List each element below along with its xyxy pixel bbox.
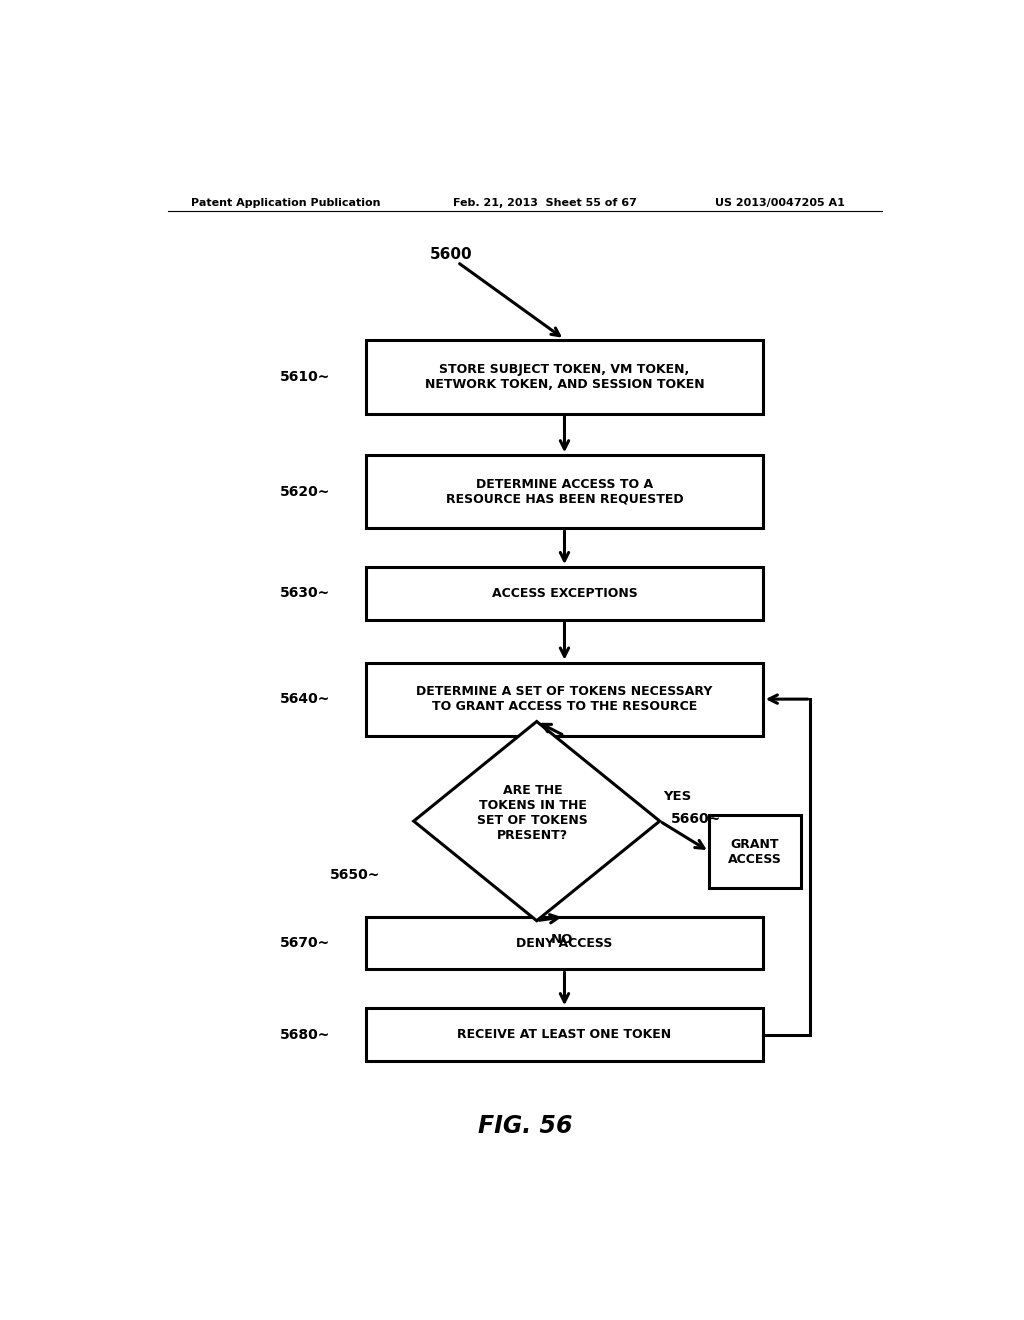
Text: 5640~: 5640~ [280, 692, 331, 706]
Text: DETERMINE A SET OF TOKENS NECESSARY
TO GRANT ACCESS TO THE RESOURCE: DETERMINE A SET OF TOKENS NECESSARY TO G… [417, 685, 713, 713]
Text: GRANT
ACCESS: GRANT ACCESS [728, 838, 782, 866]
Text: FIG. 56: FIG. 56 [477, 1114, 572, 1138]
Text: 5680~: 5680~ [280, 1027, 331, 1041]
Text: 5620~: 5620~ [280, 484, 331, 499]
Text: US 2013/0047205 A1: US 2013/0047205 A1 [715, 198, 845, 209]
Text: Feb. 21, 2013  Sheet 55 of 67: Feb. 21, 2013 Sheet 55 of 67 [454, 198, 637, 209]
Text: YES: YES [664, 789, 692, 803]
FancyBboxPatch shape [367, 1008, 763, 1061]
Text: ACCESS EXCEPTIONS: ACCESS EXCEPTIONS [492, 587, 637, 599]
Text: DENY ACCESS: DENY ACCESS [516, 937, 612, 949]
Text: 5630~: 5630~ [281, 586, 331, 601]
FancyBboxPatch shape [367, 455, 763, 528]
FancyBboxPatch shape [710, 814, 801, 888]
Text: 5610~: 5610~ [280, 370, 331, 384]
Text: NO: NO [551, 933, 573, 946]
Text: 5650~: 5650~ [330, 869, 380, 882]
FancyBboxPatch shape [367, 916, 763, 969]
Text: DETERMINE ACCESS TO A
RESOURCE HAS BEEN REQUESTED: DETERMINE ACCESS TO A RESOURCE HAS BEEN … [445, 478, 683, 506]
FancyBboxPatch shape [367, 341, 763, 413]
Text: ARE THE
TOKENS IN THE
SET OF TOKENS
PRESENT?: ARE THE TOKENS IN THE SET OF TOKENS PRES… [477, 784, 588, 842]
Polygon shape [414, 722, 659, 921]
Text: 5670~: 5670~ [281, 936, 331, 950]
FancyBboxPatch shape [367, 568, 763, 620]
Text: 5600: 5600 [430, 247, 472, 263]
Text: STORE SUBJECT TOKEN, VM TOKEN,
NETWORK TOKEN, AND SESSION TOKEN: STORE SUBJECT TOKEN, VM TOKEN, NETWORK T… [425, 363, 705, 391]
Text: RECEIVE AT LEAST ONE TOKEN: RECEIVE AT LEAST ONE TOKEN [458, 1028, 672, 1041]
Text: Patent Application Publication: Patent Application Publication [191, 198, 381, 209]
FancyBboxPatch shape [367, 663, 763, 735]
Text: 5660~: 5660~ [671, 812, 721, 826]
